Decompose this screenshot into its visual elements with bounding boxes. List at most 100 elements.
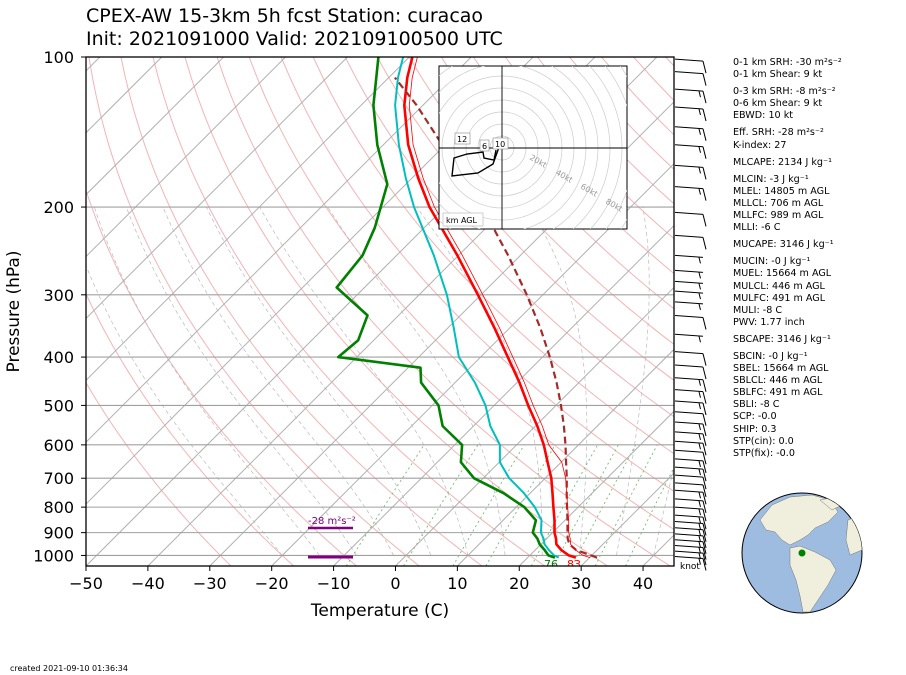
- barb-half-flag: [698, 460, 701, 467]
- plot-frame: [85, 56, 675, 567]
- wind-barb: [674, 144, 707, 159]
- dry-adiabat: [184, 57, 608, 566]
- y-tick-label: 300: [43, 286, 74, 305]
- isotherm: [86, 57, 348, 320]
- barb-half-flag: [698, 558, 701, 565]
- wind-barb: [674, 544, 707, 560]
- wind-barb: [674, 449, 707, 465]
- hodograph-point-box: [492, 137, 509, 150]
- stat-line: PWV: 1.77 inch: [733, 316, 805, 328]
- barb-half-flag: [698, 500, 701, 507]
- wind-barb: [674, 458, 707, 473]
- dry-adiabat: [440, 57, 674, 310]
- stat-line: K-index: 27: [733, 139, 787, 151]
- x-tick-label: −50: [69, 574, 103, 593]
- barb-half-flag: [698, 336, 701, 343]
- isotherm: [580, 472, 674, 566]
- barb-staff: [674, 377, 704, 381]
- y-tick-label: 900: [43, 524, 74, 543]
- hodograph-point-label: 6: [482, 142, 487, 151]
- dry-adiabat: [665, 57, 674, 67]
- wind-barb: [674, 58, 707, 74]
- surface-temperature-label: 83: [567, 558, 581, 571]
- dry-adiabat: [794, 57, 906, 566]
- barb-flag: [702, 413, 707, 426]
- barb-flag: [702, 529, 707, 542]
- y-tick-label: 100: [43, 48, 74, 67]
- wind-barb: [674, 164, 707, 180]
- barb-flag: [702, 317, 707, 330]
- barb-staff: [674, 211, 704, 215]
- barb-half-flag: [698, 523, 701, 530]
- africa-edge: [845, 515, 862, 556]
- barb-flag: [702, 128, 707, 141]
- moist-adiabat: [86, 264, 283, 556]
- wind-barb: [674, 186, 707, 201]
- wind-barb: [674, 351, 707, 366]
- barb-staff: [674, 440, 704, 444]
- stat-line: Eff. SRH: -28 m²s⁻²: [733, 127, 824, 139]
- wind-barb: [674, 314, 707, 330]
- barb-staff: [674, 458, 704, 462]
- hodograph-legend-box: [442, 212, 484, 227]
- barb-half-flag: [698, 146, 701, 153]
- barb-half-flag: [698, 552, 701, 560]
- dry-adiabat: [408, 57, 674, 346]
- barb-flag: [702, 237, 707, 250]
- stat-line: SCP: -0.0: [733, 411, 777, 423]
- temperature-profile: [402, 57, 577, 559]
- barb-half-flag: [698, 535, 701, 542]
- axes: −50 −40 −30 −20 −10 0 10 20 30 40 100 200 300 400 500 6…: [4, 48, 675, 621]
- wind-barb: [674, 466, 707, 482]
- stat-line: STP(cin): 0.0: [733, 435, 794, 447]
- barb-staff: [674, 514, 704, 518]
- barb-staff: [674, 71, 704, 75]
- barb-half-flag: [698, 303, 701, 311]
- south-america: [789, 545, 837, 613]
- barb-staff: [674, 539, 704, 543]
- barb-flag: [702, 146, 707, 159]
- stat-line: MLLI: -6 C: [733, 222, 781, 234]
- wind-barb: [674, 556, 707, 571]
- barb-flag: [702, 366, 707, 380]
- barb-half-flag: [698, 443, 701, 450]
- dry-adiabat: [344, 57, 674, 418]
- barb-flag: [702, 541, 707, 554]
- barb-staff: [674, 144, 704, 148]
- barb-staff: [674, 88, 704, 92]
- barb-staff: [674, 489, 704, 493]
- stability-indices-panel: 0-1 km SRH: -30 m²s⁻² 0-1 km Shear: 9 kt 0…: [733, 57, 842, 460]
- stat-line: MLLCL: 706 m AGL: [733, 197, 824, 209]
- y-tick-label: 1000: [33, 546, 74, 565]
- stat-line: SBLFC: 491 m AGL: [733, 387, 823, 399]
- stat-line: MLCIN: -3 J kg⁻¹: [733, 173, 809, 185]
- wind-barb: [674, 514, 707, 530]
- barb-staff: [674, 527, 704, 531]
- barb-flag: [702, 188, 707, 201]
- wind-barb: [674, 377, 707, 392]
- barb-flag: [702, 500, 707, 513]
- dry-adiabat: [86, 188, 357, 566]
- hodograph-point-label: 10: [495, 140, 505, 149]
- barb-flag: [702, 460, 707, 473]
- isotherm: [86, 57, 472, 443]
- barb-staff: [674, 364, 704, 368]
- barb-half-flag: [698, 529, 701, 536]
- stat-line: MULI: -8 C: [733, 304, 783, 316]
- stat-line: MUCAPE: 3146 J kg⁻¹: [733, 239, 834, 251]
- stat-line: MUEL: 15664 m AGL: [733, 268, 832, 280]
- barb-staff: [674, 234, 704, 238]
- barb-flag: [702, 167, 707, 180]
- isotherm: [457, 348, 674, 566]
- dry-adiabat: [762, 57, 906, 566]
- barb-flag: [702, 552, 707, 566]
- wetbulb-profile: [394, 57, 560, 559]
- moist-adiabat: [653, 466, 674, 556]
- dry-adiabat: [120, 57, 483, 566]
- isotherm: [86, 57, 224, 196]
- x-tick-label: 20: [509, 574, 529, 593]
- wind-barb: [674, 474, 707, 490]
- surface-dewpoint-label: 76: [544, 558, 558, 571]
